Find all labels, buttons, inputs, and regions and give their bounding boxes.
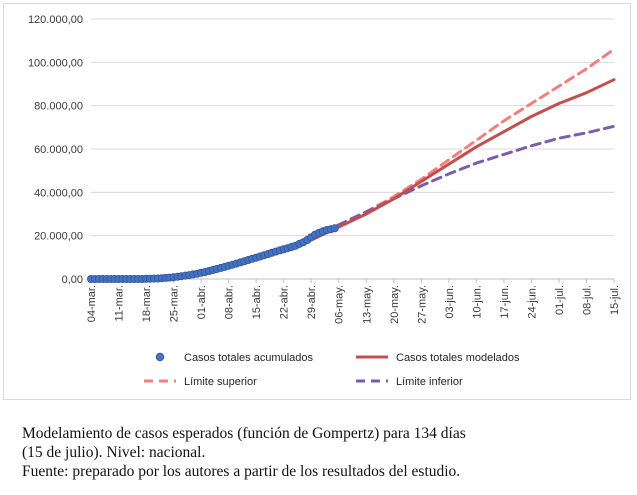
series-line bbox=[282, 124, 616, 254]
legend-item: Casos totales modelados bbox=[356, 352, 520, 364]
x-tick-label: 03-jun. bbox=[444, 285, 456, 319]
series-line bbox=[282, 47, 616, 254]
x-tick-label: 06-may. bbox=[334, 285, 346, 324]
y-tick-label: 100.000,00 bbox=[28, 57, 83, 69]
y-tick-label: 80.000,00 bbox=[34, 101, 83, 113]
x-tick-label: 29-abr. bbox=[306, 285, 318, 319]
series-observed-cases bbox=[87, 224, 339, 283]
x-tick-label: 13-may. bbox=[361, 285, 373, 324]
legend-marker bbox=[155, 352, 165, 362]
x-tick-label: 25-mar. bbox=[169, 285, 181, 322]
legend-label: Límite superior bbox=[184, 376, 257, 388]
x-tick-label: 01-abr. bbox=[196, 285, 208, 319]
grid-lines bbox=[91, 18, 614, 237]
x-tick-label: 15-jul. bbox=[609, 285, 621, 315]
line-chart: 0,00 20.000,00 40.000,00 60.000,00 80.000,00… bbox=[28, 14, 621, 388]
data-point bbox=[330, 224, 339, 233]
legend-label: Límite inferior bbox=[396, 376, 463, 388]
legend-label: Casos totales modelados bbox=[396, 352, 520, 364]
series-layer bbox=[87, 47, 616, 283]
x-tick-label: 01-jul. bbox=[554, 285, 566, 315]
caption-line-3: Fuente: preparado por los autores a part… bbox=[22, 463, 461, 480]
x-tick-label: 04-mar. bbox=[86, 285, 98, 322]
caption-line-1: Modelamiento de casos esperados (función… bbox=[22, 425, 466, 442]
y-tick-label: 0,00 bbox=[62, 274, 83, 286]
y-tick-label: 20.000,00 bbox=[34, 231, 83, 243]
x-tick-label: 08-jul. bbox=[581, 285, 593, 315]
x-tick-label: 10-jun. bbox=[471, 285, 483, 319]
legend-item: Límite superior bbox=[144, 376, 257, 388]
x-tick-label: 20-may. bbox=[389, 285, 401, 324]
chart-frame: 0,00 20.000,00 40.000,00 60.000,00 80.000,00… bbox=[3, 3, 631, 400]
series-l-mite-superior bbox=[282, 47, 616, 254]
legend: Casos totales acumulados Casos totales mo… bbox=[144, 352, 520, 388]
x-tick-label: 27-may. bbox=[416, 285, 428, 324]
x-tick-label: 18-mar. bbox=[141, 285, 153, 322]
x-tick-label: 24-jun. bbox=[526, 285, 538, 319]
figure-caption: Modelamiento de casos esperados (función… bbox=[22, 424, 622, 481]
y-tick-label: 60.000,00 bbox=[34, 144, 83, 156]
x-axis-tick-labels: 04-mar. 11-mar. 18-mar. 25-mar. 01-abr. 08-ab… bbox=[86, 285, 621, 324]
series-l-mite-inferior bbox=[282, 124, 616, 254]
legend-item: Casos totales acumulados bbox=[155, 352, 314, 364]
y-tick-label: 120.000,00 bbox=[28, 14, 83, 26]
series-casos-totales-modelados bbox=[309, 78, 616, 242]
caption-line-2: (15 de julio). Nivel: nacional. bbox=[22, 444, 206, 461]
legend-label: Casos totales acumulados bbox=[184, 352, 314, 364]
y-axis-tick-labels: 0,00 20.000,00 40.000,00 60.000,00 80.000,00… bbox=[28, 14, 83, 286]
series-line bbox=[309, 78, 616, 242]
x-tick-label: 15-abr. bbox=[251, 285, 263, 319]
x-tick-label: 17-jun. bbox=[499, 285, 511, 319]
x-tick-label: 11-mar. bbox=[114, 285, 126, 321]
y-tick-label: 40.000,00 bbox=[34, 187, 83, 199]
x-tick-label: 22-abr. bbox=[279, 285, 291, 319]
legend-item: Límite inferior bbox=[356, 376, 463, 388]
x-tick-label: 08-abr. bbox=[224, 285, 236, 319]
